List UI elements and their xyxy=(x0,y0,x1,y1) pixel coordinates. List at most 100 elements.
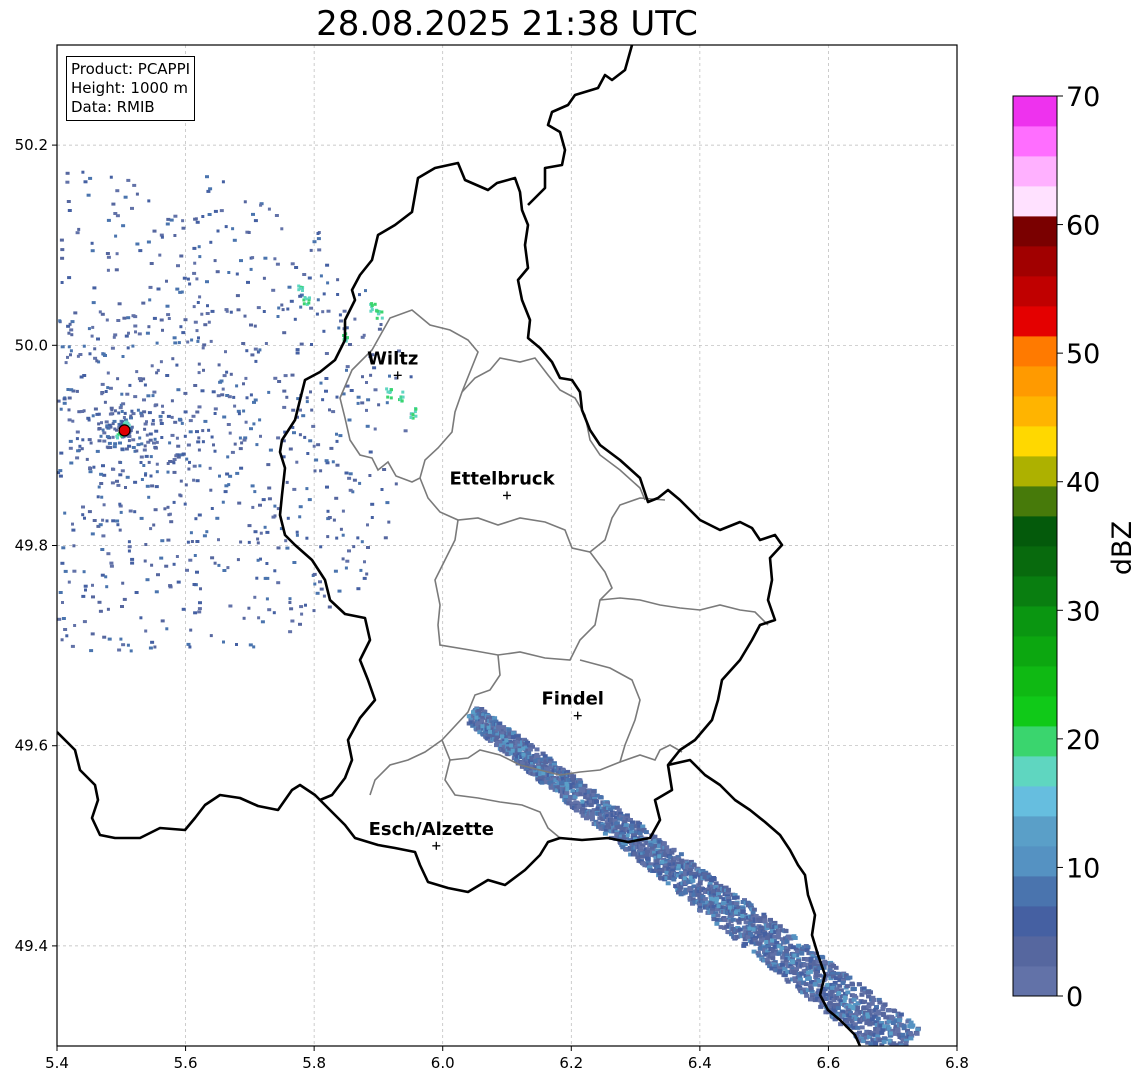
echo-pixel xyxy=(235,471,240,475)
echo-pixel xyxy=(102,431,107,435)
echo-pixel xyxy=(765,942,771,947)
echo-pixel xyxy=(142,410,147,414)
echo-pixel xyxy=(153,437,157,441)
echo-pixel xyxy=(792,976,798,981)
echo-pixel xyxy=(855,1034,861,1039)
echo-pixel xyxy=(135,370,139,374)
echo-pixel xyxy=(149,262,154,265)
echo-pixel xyxy=(88,352,92,356)
echo-pixel xyxy=(414,407,418,411)
echo-pixel xyxy=(534,747,540,752)
echo-pixel xyxy=(195,329,199,333)
echo-pixel xyxy=(724,924,730,929)
echo-pixel xyxy=(657,854,662,859)
echo-pixel xyxy=(159,556,164,560)
echo-pixel xyxy=(866,1020,872,1024)
echo-pixel xyxy=(307,276,312,280)
echo-pixel xyxy=(166,505,170,509)
echo-pixel xyxy=(113,333,118,337)
echo-pixel xyxy=(309,248,313,252)
belgium-france-border xyxy=(57,731,321,840)
radar-site-marker xyxy=(118,424,131,437)
echo-pixel xyxy=(100,312,105,316)
y-tick-label: 49.8 xyxy=(15,537,48,555)
echo-pixel xyxy=(159,360,163,364)
echo-pixel xyxy=(120,605,124,608)
echo-pixel xyxy=(335,536,339,540)
echo-pixel xyxy=(175,555,179,558)
echo-pixel xyxy=(859,992,865,997)
echo-pixel xyxy=(166,217,171,221)
echo-pixel xyxy=(542,754,548,759)
echo-pixel xyxy=(259,203,263,207)
echo-pixel xyxy=(690,878,696,883)
echo-pixel xyxy=(803,982,809,987)
echo-pixel xyxy=(160,235,164,239)
echo-pixel xyxy=(411,413,415,417)
echo-pixel xyxy=(153,446,158,450)
echo-pixel xyxy=(316,298,320,302)
echo-pixel xyxy=(842,1013,848,1018)
echo-pixel xyxy=(124,447,129,451)
echo-pixel xyxy=(178,290,183,294)
echo-pixel xyxy=(466,714,471,719)
echo-pixel xyxy=(152,316,157,320)
echo-pixel xyxy=(155,462,159,466)
echo-pixel xyxy=(695,892,701,897)
echo-pixel xyxy=(188,558,193,562)
echo-pixel xyxy=(189,531,193,535)
echo-pixel xyxy=(228,431,232,435)
echo-pixel xyxy=(153,404,157,408)
echo-pixel xyxy=(165,374,170,377)
echo-pixel xyxy=(91,301,96,305)
echo-pixel xyxy=(240,441,244,445)
echo-pixel xyxy=(825,985,831,990)
echo-pixel xyxy=(95,412,100,416)
echo-pixel xyxy=(239,540,243,544)
echo-pixel xyxy=(81,170,85,174)
echo-pixel xyxy=(571,774,576,779)
echo-pixel xyxy=(104,420,109,424)
echo-pixel xyxy=(186,340,190,344)
echo-pixel xyxy=(85,457,89,461)
echo-pixel xyxy=(486,733,492,738)
echo-pixel xyxy=(76,449,81,453)
echo-pixel xyxy=(365,408,368,412)
echo-pixel xyxy=(232,238,237,242)
echo-pixel xyxy=(773,949,779,954)
echo-pixel xyxy=(784,939,790,944)
echo-pixel xyxy=(909,1024,915,1029)
echo-pixel xyxy=(524,745,529,750)
echo-pixel xyxy=(839,1015,845,1020)
echo-pixel xyxy=(309,390,312,394)
echo-pixel xyxy=(127,423,131,427)
echo-pixel xyxy=(165,627,169,631)
echo-pixel xyxy=(159,318,164,322)
echo-pixel xyxy=(741,943,747,948)
echo-pixel xyxy=(119,510,123,514)
echo-pixel xyxy=(248,643,253,647)
echo-pixel xyxy=(553,778,559,783)
echo-pixel xyxy=(302,273,307,276)
echo-pixel xyxy=(281,308,285,312)
echo-pixel xyxy=(870,1021,876,1026)
echo-pixel xyxy=(75,231,80,235)
echo-pixel xyxy=(830,974,836,979)
echo-pixel xyxy=(192,478,196,482)
echo-pixel xyxy=(620,845,626,850)
echo-pixel xyxy=(574,808,580,813)
echo-pixel xyxy=(91,414,95,418)
echo-pixel xyxy=(305,536,309,540)
echo-pixel xyxy=(749,925,754,930)
echo-pixel xyxy=(139,461,143,464)
echo-pixel xyxy=(781,955,787,960)
echo-pixel xyxy=(882,1037,888,1042)
echo-pixel xyxy=(210,507,214,510)
echo-pixel xyxy=(127,331,130,335)
echo-pixel xyxy=(121,643,126,647)
echo-pixel xyxy=(661,841,667,846)
echo-pixel xyxy=(683,872,689,877)
echo-pixel xyxy=(638,846,644,850)
echo-pixel xyxy=(169,218,174,222)
echo-pixel xyxy=(68,439,73,443)
